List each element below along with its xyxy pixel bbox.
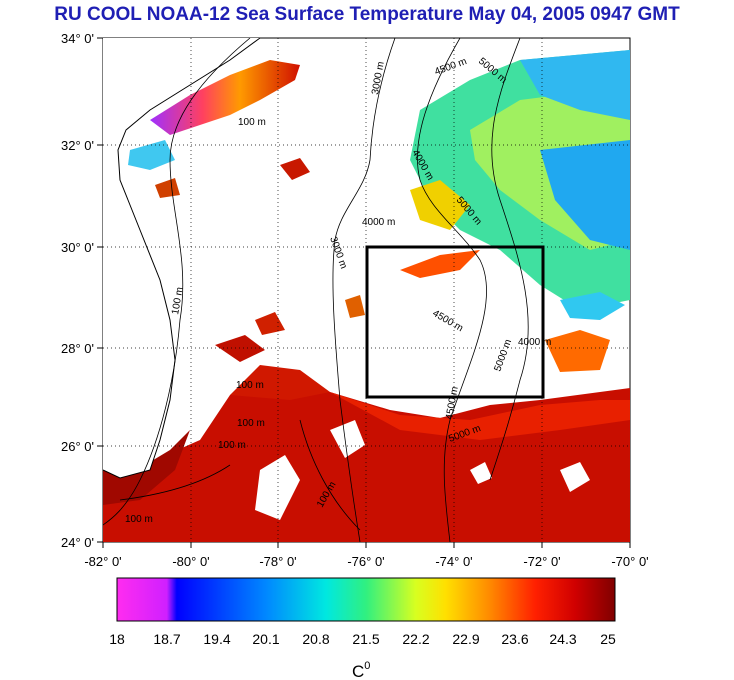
lat-tick-label: 32° 0' <box>61 138 94 153</box>
colorbar-tick-label: 19.4 <box>203 631 230 647</box>
coastline <box>102 37 261 479</box>
lat-tick-label: 30° 0' <box>61 240 94 255</box>
frame-ticks <box>97 37 631 548</box>
longitude-labels: -82° 0' -80° 0' -78° 0' -76° 0' -74° 0' … <box>84 554 648 569</box>
lon-tick-label: -82° 0' <box>84 554 121 569</box>
contour-label: 100 m <box>238 117 266 128</box>
colorbar-tick-label: 22.2 <box>402 631 429 647</box>
contour-label: 100 m <box>218 440 246 451</box>
lat-tick-label: 34° 0' <box>61 31 94 46</box>
lon-tick-label: -76° 0' <box>347 554 384 569</box>
contour-label: 100 m <box>170 286 186 315</box>
map-title: RU COOL NOAA-12 Sea Surface Temperature … <box>54 4 680 25</box>
lat-tick-label: 26° 0' <box>61 439 94 454</box>
colorbar-tick-label: 18.7 <box>153 631 180 647</box>
lon-tick-label: -74° 0' <box>435 554 472 569</box>
bathymetry-contours <box>103 38 529 542</box>
colorbar-tick-label: 21.5 <box>352 631 379 647</box>
colorbar-tick-label: 20.8 <box>302 631 329 647</box>
contour-label: 4000 m <box>362 217 395 228</box>
contour-label: 100 m <box>236 380 264 391</box>
colorbar-tick-label: 25 <box>600 631 616 647</box>
contour-label: 100 m <box>125 514 153 525</box>
lon-tick-label: -72° 0' <box>523 554 560 569</box>
sst-field <box>103 38 630 542</box>
study-area-box <box>365 245 545 399</box>
lat-tick-label: 24° 0' <box>61 535 94 550</box>
latitude-labels: 34° 0' 32° 0' 30° 0' 28° 0' 26° 0' 24° 0… <box>61 31 94 550</box>
lat-tick-label: 28° 0' <box>61 341 94 356</box>
lon-tick-label: -70° 0' <box>611 554 648 569</box>
lon-tick-label: -78° 0' <box>259 554 296 569</box>
colorbar-tick-label: 20.1 <box>252 631 279 647</box>
lon-tick-label: -80° 0' <box>172 554 209 569</box>
colorbar <box>116 577 616 622</box>
colorbar-unit: C0 <box>352 660 370 680</box>
colorbar-tick-label: 22.9 <box>452 631 479 647</box>
colorbar-tick-label: 24.3 <box>549 631 576 647</box>
colorbar-tick-label: 23.6 <box>501 631 528 647</box>
contour-label: 100 m <box>237 418 265 429</box>
colorbar-labels: 18 18.7 19.4 20.1 20.8 21.5 22.2 22.9 23… <box>109 631 616 647</box>
colorbar-tick-label: 18 <box>109 631 125 647</box>
contour-label: 4000 m <box>518 337 551 348</box>
